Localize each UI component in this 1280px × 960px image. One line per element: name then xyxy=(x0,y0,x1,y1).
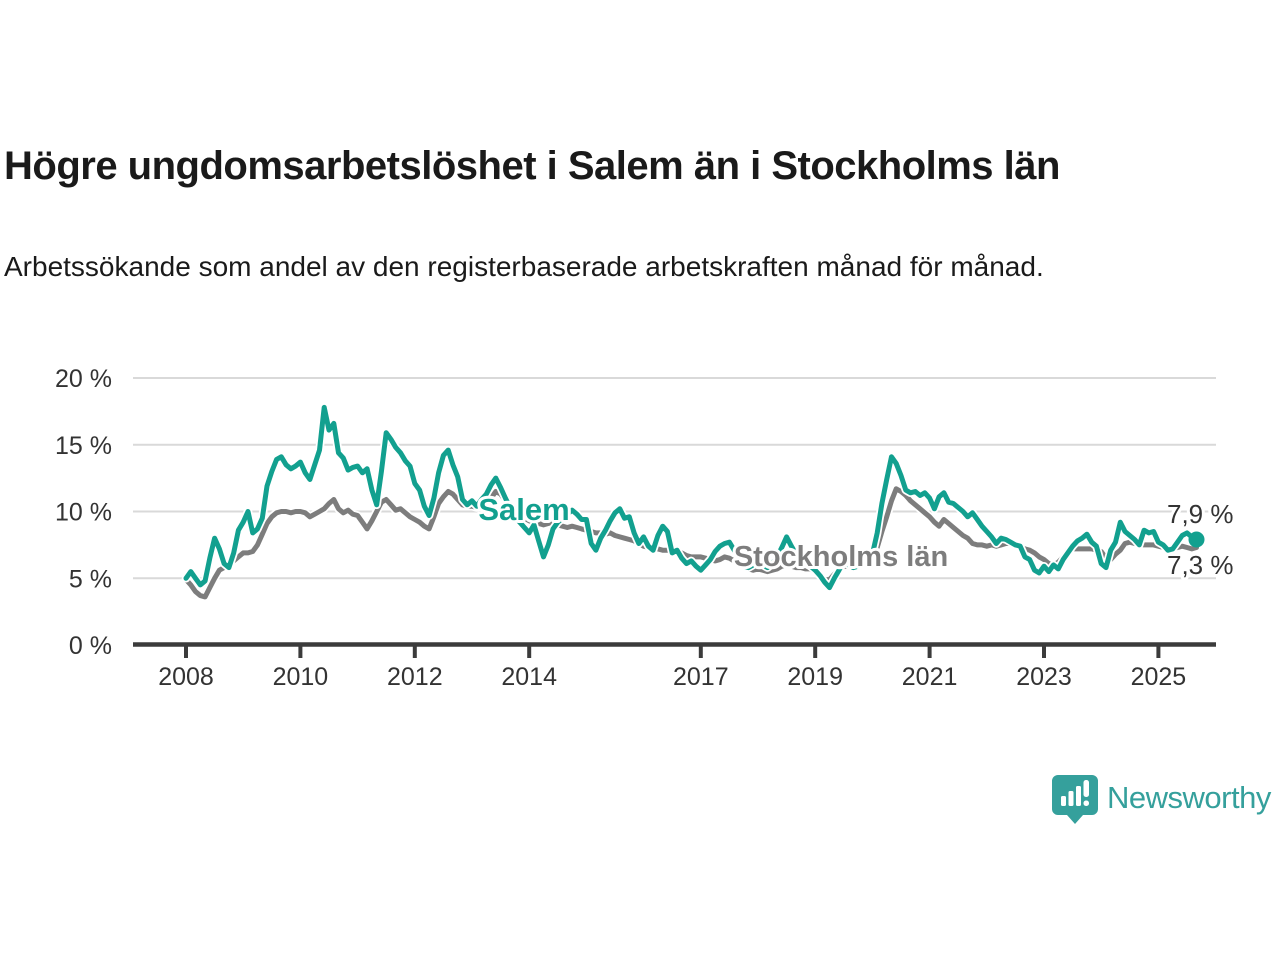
page-subtitle: Arbetssökande som andel av den registerb… xyxy=(4,251,1044,282)
x-tick-label-2008: 2008 xyxy=(158,663,214,691)
x-tick-label-2010: 2010 xyxy=(273,663,329,691)
logo-bubble xyxy=(1052,775,1098,824)
brand-footer: Newsworthy xyxy=(1052,770,1280,826)
series-end-dot-salem xyxy=(1188,531,1205,548)
logo-exclamation-stem xyxy=(1083,780,1089,797)
y-tick-label-0: 0 % xyxy=(69,632,112,660)
series-line-stockholms-l-n xyxy=(183,486,1199,600)
y-tick-label-20: 20 % xyxy=(55,365,112,393)
y-tick-label-15: 15 % xyxy=(55,432,112,460)
series-label-stockholms-l-n: Stockholms län xyxy=(734,541,948,573)
page-title: Högre ungdomsarbetslöshet i Salem än i S… xyxy=(4,144,1060,188)
series-line-salem xyxy=(183,404,1199,591)
logo-exclamation-dot xyxy=(1083,800,1089,806)
newsworthy-logo-icon xyxy=(1052,775,1098,824)
end-value-label-3: 7,3 % xyxy=(1167,550,1234,580)
logo-bar-small xyxy=(1061,796,1066,806)
y-tick-label-5: 5 % xyxy=(69,565,112,593)
end-value-label-2: 7,9 % xyxy=(1167,499,1234,529)
x-tick-label-2012: 2012 xyxy=(387,663,443,691)
x-tick-label-2014: 2014 xyxy=(501,663,557,691)
y-tick-label-10: 10 % xyxy=(55,499,112,527)
x-tick-label-2021: 2021 xyxy=(902,663,958,691)
x-tick-label-2023: 2023 xyxy=(1016,663,1072,691)
x-tick-label-2019: 2019 xyxy=(787,663,843,691)
logo-bar-medium xyxy=(1068,791,1074,806)
series-label-salem: Salem xyxy=(478,492,569,527)
x-tick-label-2025: 2025 xyxy=(1131,663,1187,691)
brand-name: Newsworthy xyxy=(1107,780,1271,815)
logo-bar-large xyxy=(1076,786,1081,806)
x-tick-label-2017: 2017 xyxy=(673,663,729,691)
